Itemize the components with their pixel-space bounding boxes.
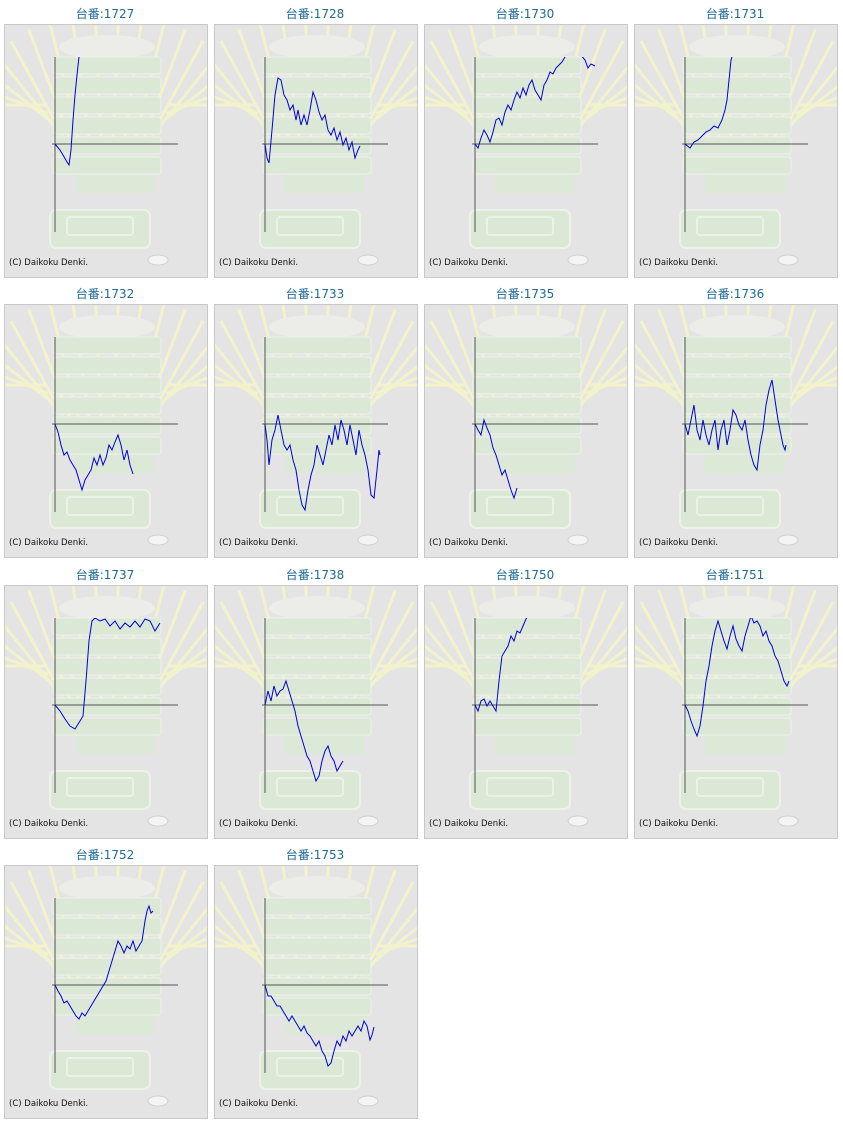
chart-title[interactable]: 台番:1750 [495,568,555,582]
chart-svg [425,25,627,266]
background-artwork [215,305,417,546]
series-line [54,618,161,730]
series-line [54,423,134,492]
background-artwork [5,25,207,266]
chart-cell: 台番:1738 (C) Daikoku Denki. [210,561,420,841]
chart-panel: (C) Daikoku Denki. [4,24,208,278]
background-artwork [635,305,837,546]
chart-cell: 台番:1728 (C) Daikoku Denki. [210,0,420,280]
series-line [684,379,787,472]
chart-svg [5,866,207,1107]
background-artwork [425,305,627,546]
chart-title[interactable]: 台番:1732 [75,287,135,301]
chart-cell: 台番:1751 (C) Daikoku Denki. [630,561,840,841]
chart-cell: 台番:1737 (C) Daikoku Denki. [0,561,210,841]
chart-panel: (C) Daikoku Denki. [4,865,208,1119]
chart-cell: 台番:1752 (C) Daikoku Denki. [0,841,210,1121]
chart-cell: 台番:1753 (C) Daikoku Denki. [210,841,420,1121]
series-line [264,984,375,1067]
chart-svg [425,586,627,827]
series-line [474,57,596,150]
chart-svg [5,586,207,827]
chart-svg [215,586,417,827]
chart-title[interactable]: 台番:1753 [285,848,345,862]
chart-cell: 台番:1731 (C) Daikoku Denki. [630,0,840,280]
chart-panel: (C) Daikoku Denki. [634,24,838,278]
copyright-text: (C) Daikoku Denki. [639,819,719,829]
chart-cell: 台番:1730 (C) Daikoku Denki. [420,0,630,280]
series-line [474,418,518,500]
chart-panel: (C) Daikoku Denki. [4,304,208,558]
background-artwork [215,25,417,266]
chart-cell: 台番:1727 (C) Daikoku Denki. [0,0,210,280]
copyright-text: (C) Daikoku Denki. [219,1099,299,1109]
chart-title[interactable]: 台番:1733 [285,287,345,301]
background-artwork [635,25,837,266]
chart-svg [5,25,207,266]
chart-panel: (C) Daikoku Denki. [4,585,208,839]
copyright-text: (C) Daikoku Denki. [9,538,89,548]
copyright-text: (C) Daikoku Denki. [9,1099,89,1109]
chart-panel: (C) Daikoku Denki. [214,865,418,1119]
chart-panel: (C) Daikoku Denki. [634,585,838,839]
copyright-text: (C) Daikoku Denki. [639,538,719,548]
chart-svg [425,305,627,546]
copyright-text: (C) Daikoku Denki. [219,258,299,268]
chart-title[interactable]: 台番:1728 [285,7,345,21]
copyright-text: (C) Daikoku Denki. [9,258,89,268]
chart-panel: (C) Daikoku Denki. [424,24,628,278]
chart-svg [635,25,837,266]
chart-svg [5,305,207,546]
copyright-text: (C) Daikoku Denki. [219,819,299,829]
series-line [264,679,344,783]
chart-panel: (C) Daikoku Denki. [214,585,418,839]
chart-title[interactable]: 台番:1735 [495,287,555,301]
chart-title[interactable]: 台番:1738 [285,568,345,582]
chart-title[interactable]: 台番:1737 [75,568,135,582]
copyright-text: (C) Daikoku Denki. [429,258,509,268]
chart-cell: 台番:1736 (C) Daikoku Denki. [630,280,840,560]
copyright-text: (C) Daikoku Denki. [219,538,299,548]
chart-svg [215,305,417,546]
chart-cell: 台番:1735 (C) Daikoku Denki. [420,280,630,560]
series-line [684,618,790,738]
chart-panel: (C) Daikoku Denki. [214,304,418,558]
chart-title[interactable]: 台番:1727 [75,7,135,21]
series-line [264,414,381,512]
background-artwork [425,25,627,266]
chart-svg [635,305,837,546]
series-line [54,904,154,1020]
chart-svg [635,586,837,827]
series-line [264,77,361,164]
chart-cell: 台番:1750 (C) Daikoku Denki. [420,561,630,841]
copyright-text: (C) Daikoku Denki. [639,258,719,268]
chart-title[interactable]: 台番:1736 [705,287,765,301]
copyright-text: (C) Daikoku Denki. [429,819,509,829]
chart-panel: (C) Daikoku Denki. [634,304,838,558]
chart-title[interactable]: 台番:1731 [705,7,765,21]
background-artwork [215,586,417,827]
chart-svg [215,25,417,266]
chart-cell: 台番:1733 (C) Daikoku Denki. [210,280,420,560]
chart-cell: 台番:1732 (C) Daikoku Denki. [0,280,210,560]
background-artwork [425,586,627,827]
chart-panel: (C) Daikoku Denki. [424,585,628,839]
background-artwork [215,866,417,1107]
chart-panel: (C) Daikoku Denki. [214,24,418,278]
background-artwork [5,866,207,1107]
copyright-text: (C) Daikoku Denki. [429,538,509,548]
chart-title[interactable]: 台番:1752 [75,848,135,862]
copyright-text: (C) Daikoku Denki. [9,819,89,829]
chart-title[interactable]: 台番:1730 [495,7,555,21]
background-artwork [635,586,837,827]
background-artwork [5,586,207,827]
background-artwork [5,305,207,546]
series-line [684,57,733,149]
series-line [474,618,528,713]
chart-title[interactable]: 台番:1751 [705,568,765,582]
chart-svg [215,866,417,1107]
chart-panel: (C) Daikoku Denki. [424,304,628,558]
series-line [54,57,80,167]
